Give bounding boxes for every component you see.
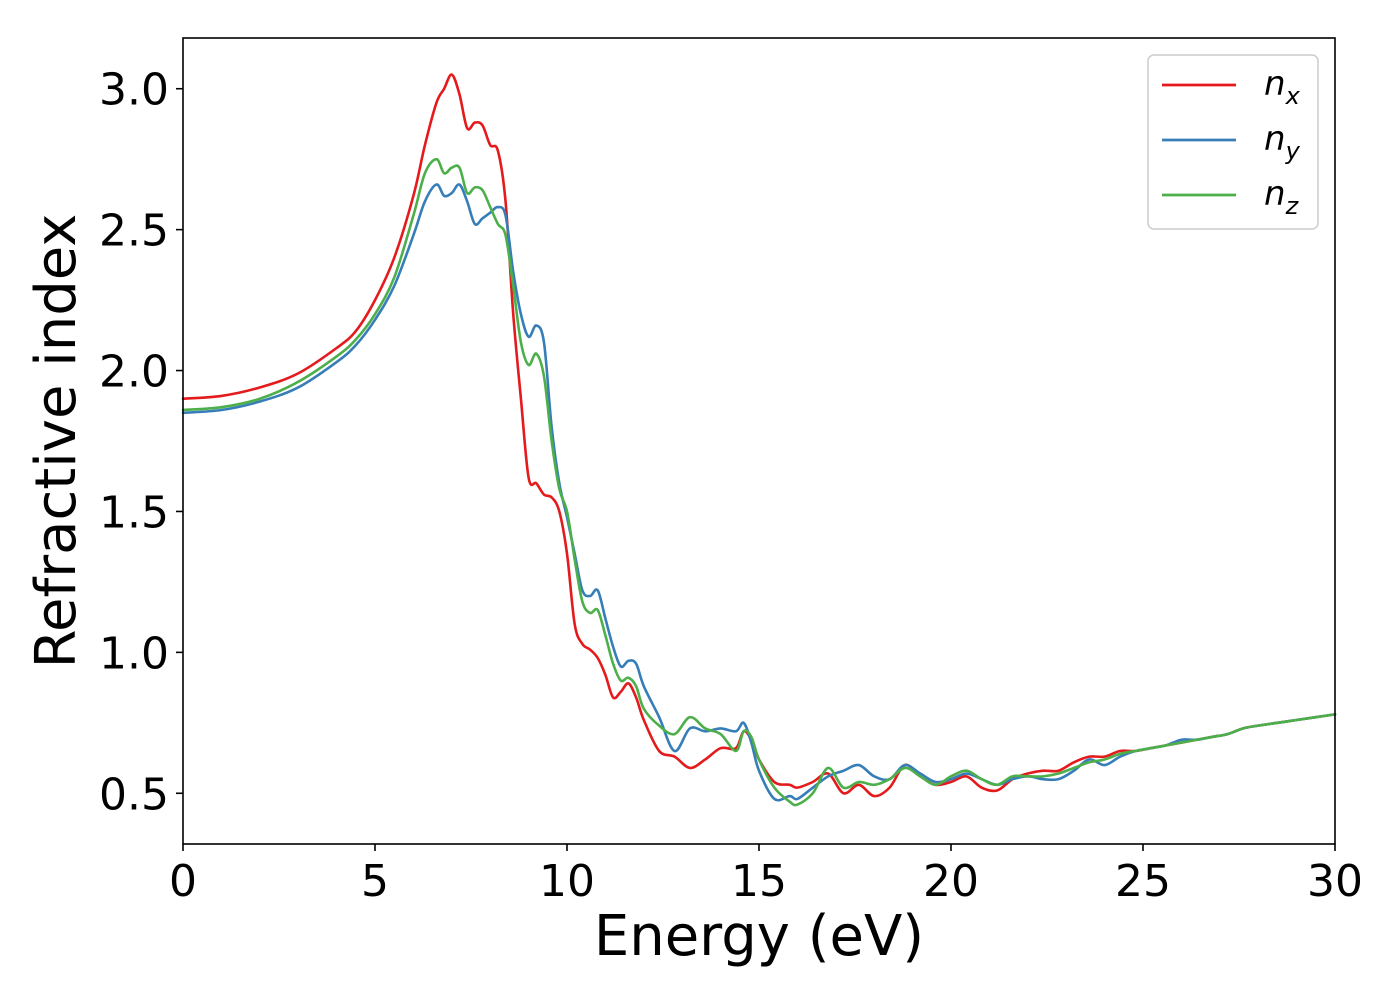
legend-label-x: nx bbox=[1264, 64, 1301, 110]
y-axis-title: Refractive index bbox=[24, 214, 89, 669]
y-tick-label: 0.5 bbox=[99, 769, 169, 820]
x-tick-label: 20 bbox=[923, 856, 979, 907]
series-line-n-x bbox=[181, 73, 1337, 798]
x-axis-ticks: 0 5 10 15 20 25 30 bbox=[169, 844, 1363, 907]
x-axis-title: Energy (eV) bbox=[594, 904, 924, 969]
y-tick-label: 2.0 bbox=[99, 347, 169, 398]
y-tick-label: 1.0 bbox=[99, 628, 169, 679]
x-tick-label: 30 bbox=[1307, 856, 1363, 907]
y-tick-label: 3.0 bbox=[99, 65, 169, 116]
legend-box bbox=[1147, 54, 1319, 230]
legend-label-y: ny bbox=[1264, 119, 1301, 165]
x-tick-label: 0 bbox=[169, 856, 197, 907]
x-tick-label: 5 bbox=[361, 856, 389, 907]
legend: nx ny nz bbox=[1147, 54, 1319, 230]
series-line-n-z bbox=[181, 157, 1337, 807]
y-tick-label: 1.5 bbox=[99, 487, 169, 538]
x-tick-label: 25 bbox=[1115, 856, 1171, 907]
series-layer bbox=[181, 73, 1337, 807]
y-axis-ticks: 0.5 1.0 1.5 2.0 2.5 3.0 bbox=[99, 65, 183, 820]
x-tick-label: 10 bbox=[539, 856, 595, 907]
legend-label-z: nz bbox=[1264, 174, 1300, 220]
x-tick-label: 15 bbox=[731, 856, 787, 907]
y-tick-label: 2.5 bbox=[99, 206, 169, 257]
